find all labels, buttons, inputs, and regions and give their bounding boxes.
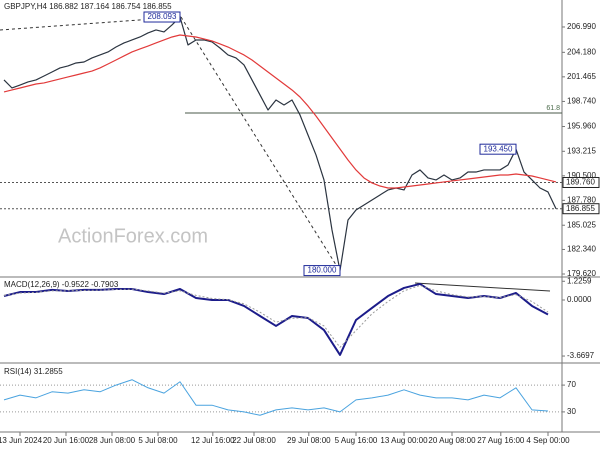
x-tick-label: 27 Aug 16:00 — [477, 436, 525, 445]
macd-trend-line — [414, 282, 551, 292]
series-line — [3, 282, 549, 356]
x-tick-label: 20 Aug 08:00 — [428, 436, 476, 445]
series-line — [3, 284, 549, 348]
fib-label: 61.8 — [546, 105, 560, 112]
x-tick-label: 22 Jul 08:00 — [232, 436, 276, 445]
y-tick-label: 198.740 — [567, 97, 596, 106]
x-tick-label: 13 Aug 00:00 — [380, 436, 428, 445]
y-tick-label: 30 — [567, 407, 576, 416]
x-tick-label: 20 Jun 16:00 — [43, 436, 90, 445]
annotation-label: 208.093 — [148, 12, 177, 21]
x-tick-label: 13 Jun 2024 — [0, 436, 43, 445]
y-tick-label: 195.960 — [567, 122, 596, 131]
y-tick-label: 0.0000 — [567, 295, 592, 304]
y-tick-label: 187.780 — [567, 195, 596, 204]
watermark: ActionForex.com — [58, 225, 208, 247]
level-label: 186.855 — [566, 204, 595, 213]
y-tick-label: 193.215 — [567, 146, 596, 155]
level-box — [562, 203, 600, 215]
annotation-label: 180.000 — [308, 266, 337, 275]
level-box — [562, 176, 600, 188]
x-tick-label: 5 Aug 16:00 — [335, 436, 378, 445]
x-tick-label: 12 Jul 16:00 — [191, 436, 235, 445]
y-tick-label: 1.2259 — [567, 276, 592, 285]
panel-title: MACD(12,26,9) -0.9522 -0.7903 — [4, 280, 119, 289]
y-tick-label: 206.990 — [567, 22, 596, 31]
y-tick-label: 190.500 — [567, 171, 596, 180]
y-tick-label: 201.465 — [567, 72, 596, 81]
y-tick-label: 182.340 — [567, 245, 596, 254]
series-line — [3, 16, 557, 272]
y-tick-label: 185.025 — [567, 220, 596, 229]
panel-title: GBPJPY,H4 186.882 187.164 186.754 186.85… — [4, 2, 172, 11]
annotation-box — [143, 11, 181, 23]
y-tick-label: 204.180 — [567, 47, 596, 56]
x-tick-label: 28 Jun 08:00 — [89, 436, 136, 445]
x-tick-label: 5 Jul 08:00 — [138, 436, 178, 445]
panel-title: RSI(14) 31.2855 — [4, 367, 63, 376]
y-tick-label: -3.6697 — [567, 351, 595, 360]
annotation-box — [479, 143, 517, 155]
x-tick-label: 4 Sep 00:00 — [526, 436, 570, 445]
x-tick-label: 29 Jul 08:00 — [287, 436, 331, 445]
y-tick-label: 179.620 — [567, 269, 596, 278]
annotation-box — [303, 265, 341, 277]
level-label: 189.760 — [566, 178, 595, 187]
trend-line — [180, 16, 339, 269]
y-tick-label: 70 — [567, 380, 576, 389]
series-line — [3, 34, 557, 189]
annotation-label: 193.450 — [484, 144, 513, 153]
series-line — [3, 379, 549, 416]
